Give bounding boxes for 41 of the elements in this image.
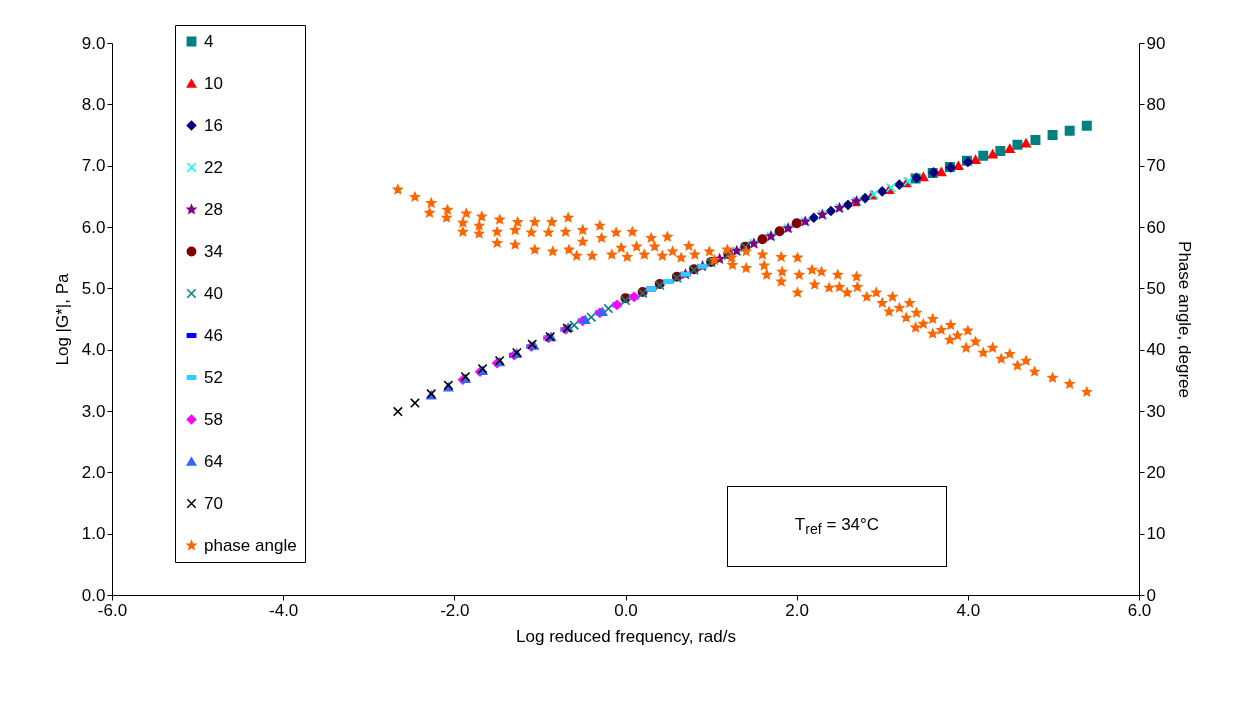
legend-label: 64 <box>204 451 223 471</box>
x-tick-label: 2.0 <box>785 600 809 620</box>
legend-label: 10 <box>204 73 223 93</box>
x-tick-label: -4.0 <box>269 600 299 620</box>
legend-label: 58 <box>204 409 223 429</box>
y2-tick-label: 80 <box>1146 94 1166 114</box>
y2-tick-label: 10 <box>1146 524 1166 544</box>
y2-tick-label: 20 <box>1146 462 1166 482</box>
legend-label: 46 <box>204 325 223 345</box>
y2-tick-label: 40 <box>1146 340 1166 360</box>
y2-tick-label: 90 <box>1146 33 1166 53</box>
legend-label: 70 <box>204 493 223 513</box>
y2-tick-label: 60 <box>1146 217 1166 237</box>
y-tick-label: 6.0 <box>81 217 106 237</box>
y-tick-label: 2.0 <box>81 462 106 482</box>
legend-label: 22 <box>204 157 223 177</box>
legend-label: phase angle <box>204 535 297 555</box>
y2-tick-label: 30 <box>1146 401 1166 421</box>
y2-tick-label: 50 <box>1146 278 1166 298</box>
y-tick-label: 4.0 <box>81 340 106 360</box>
y-tick-label: 8.0 <box>81 94 106 114</box>
x-axis-title: Log reduced frequency, rad/s <box>516 626 736 646</box>
legend-label: 40 <box>204 283 223 303</box>
y2-tick-label: 70 <box>1146 156 1166 176</box>
x-tick-label: 4.0 <box>956 600 981 620</box>
label-box: T$_{ref}$ = 34°C <box>727 486 947 567</box>
y2-axis-title: Phase angle, degree <box>1175 241 1195 398</box>
y-tick-label: 9.0 <box>81 33 106 53</box>
annotation: T$_{ref}$ = 34°C <box>794 515 880 538</box>
legend-label: 28 <box>204 199 223 219</box>
y-tick-label: 1.0 <box>81 524 106 544</box>
y-tick-label: 5.0 <box>81 278 106 298</box>
x-tick-label: -2.0 <box>440 600 470 620</box>
legend-label: 16 <box>204 115 223 135</box>
y-tick-label: 3.0 <box>81 401 106 421</box>
legend-label: 52 <box>204 367 223 387</box>
legend-label: 34 <box>204 241 223 261</box>
y-axis-title: Log |G*|, Pa <box>52 272 72 366</box>
legend-label: 4 <box>204 31 214 51</box>
x-tick-label: 0.0 <box>614 600 638 620</box>
y-tick-label: 7.0 <box>81 156 106 176</box>
